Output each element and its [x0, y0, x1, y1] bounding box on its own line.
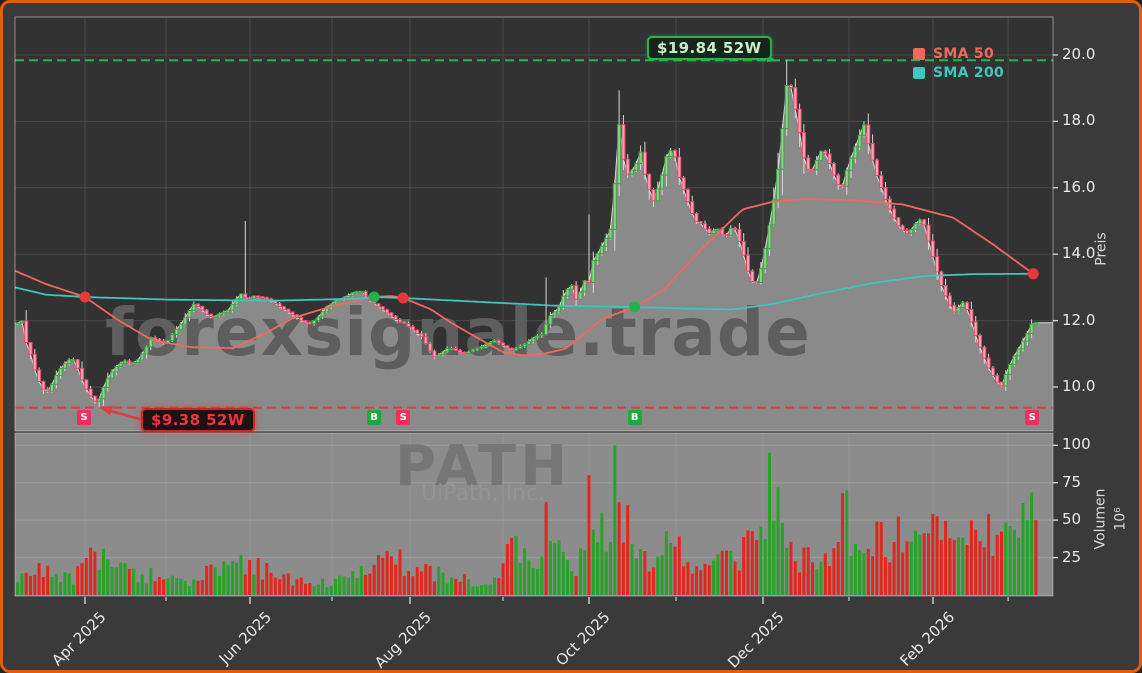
volume-bars	[16, 445, 1038, 595]
axis-ticks	[84, 54, 1058, 604]
candlestick-series	[15, 60, 1038, 408]
company-watermark: UiPath, Inc.	[421, 481, 545, 506]
ticker-watermark: PATH	[395, 434, 571, 499]
chart-series-layer	[14, 16, 1058, 604]
price-volume-chart: forexsignale.trade PATH UiPath, Inc.	[14, 16, 1058, 604]
low-label-arrow-icon	[99, 406, 144, 422]
sma-crossover-dots	[79, 268, 1039, 313]
sma200-line	[14, 272, 1031, 311]
sma50-line	[14, 198, 1034, 357]
site-watermark: forexsignale.trade	[105, 294, 811, 371]
